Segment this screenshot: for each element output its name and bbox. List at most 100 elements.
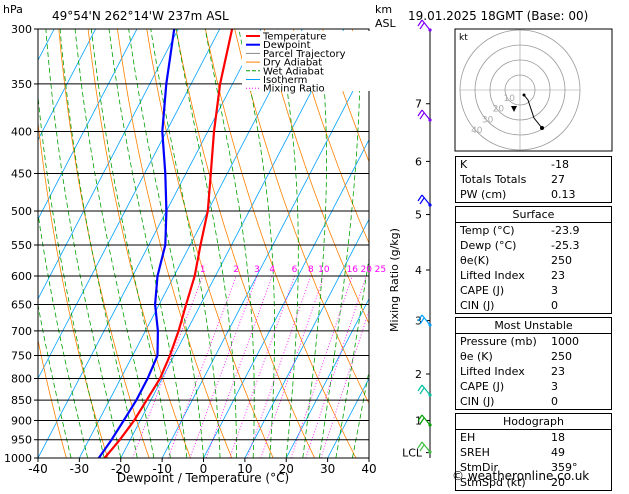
profiles bbox=[97, 29, 234, 458]
pressure-unit: hPa bbox=[3, 3, 23, 16]
isotherm-line bbox=[38, 29, 221, 380]
row-value: 1000 bbox=[551, 335, 579, 348]
legend-background bbox=[242, 31, 382, 91]
table-row: EH 18 bbox=[456, 429, 611, 445]
row-value: 18 bbox=[551, 431, 565, 444]
row-value: 27 bbox=[551, 173, 565, 186]
dry-adiabat-line bbox=[616, 29, 629, 458]
mixing-ratio-label: 1 bbox=[200, 265, 206, 275]
temperature-tick-label: 30 bbox=[320, 462, 335, 476]
row-value: -18 bbox=[551, 158, 569, 171]
mixing-ratio-line bbox=[290, 275, 353, 458]
wet-adiabat-line bbox=[352, 368, 369, 458]
legend-entry: Dry Adiabat bbox=[263, 58, 322, 69]
temperature-tick-label: -10 bbox=[152, 462, 172, 476]
row-value: 3 bbox=[551, 284, 558, 297]
wet-adiabat-line bbox=[319, 29, 361, 458]
legend-entry: Isotherm bbox=[263, 75, 307, 86]
isotherm-line bbox=[38, 29, 179, 300]
row-value: 250 bbox=[551, 350, 572, 363]
wind-barb bbox=[417, 19, 432, 32]
wind-barb bbox=[417, 314, 432, 327]
mixing-ratio-line bbox=[229, 275, 295, 458]
dry-adiabat-line bbox=[38, 338, 67, 458]
table-row: Lifted Index 23 bbox=[456, 268, 611, 283]
pressure-label: 650 bbox=[11, 299, 32, 312]
row-value: 23 bbox=[551, 269, 565, 282]
temperature-tick-label: 20 bbox=[279, 462, 294, 476]
table-row: PW (cm) 0.13 bbox=[456, 187, 611, 202]
temperature-tick-label: -30 bbox=[70, 462, 90, 476]
temperature-tick-label: -20 bbox=[111, 462, 131, 476]
wet-adiabat-line bbox=[38, 92, 105, 458]
height-tick-label: 6 bbox=[415, 155, 422, 168]
pressure-label: 550 bbox=[11, 239, 32, 252]
indices-panel: K -18 Totals Totals 27 PW (cm) 0.13 Surface T… bbox=[455, 156, 612, 494]
mixing-ratio-label: 16 bbox=[347, 265, 359, 275]
row-label: CIN (J) bbox=[460, 395, 495, 408]
wind-barb bbox=[417, 384, 432, 397]
row-label: StmDir bbox=[460, 461, 499, 474]
row-label: Lifted Index bbox=[460, 269, 525, 282]
mixing-ratio-label: 2 bbox=[233, 265, 239, 275]
dry-adiabat-line bbox=[38, 119, 109, 458]
isotherm-line bbox=[327, 377, 369, 458]
row-value: 359° bbox=[551, 461, 578, 474]
table-row: CIN (J) 0 bbox=[456, 298, 611, 313]
mixing-ratio-line bbox=[320, 309, 369, 458]
dewpoint-profile bbox=[97, 29, 176, 458]
wet-adiabat-line bbox=[74, 29, 155, 458]
x-axis-label: Dewpoint / Temperature (°C) bbox=[117, 471, 289, 485]
mixing-ratio-line bbox=[205, 275, 273, 458]
table-row: Dewp (°C) -25.3 bbox=[456, 238, 611, 253]
wind-barb bbox=[417, 194, 432, 207]
row-label: K bbox=[460, 158, 468, 171]
wet-adiabat-line bbox=[108, 29, 188, 458]
pressure-label: 300 bbox=[11, 23, 32, 36]
table-row: CAPE (J) 3 bbox=[456, 379, 611, 394]
row-value: 23 bbox=[551, 365, 565, 378]
temperature-tick-label: 10 bbox=[237, 462, 252, 476]
temperature-profile bbox=[103, 29, 234, 458]
most-unstable-box: Most Unstable Pressure (mb) 1000 θe (K) 250… bbox=[455, 317, 612, 410]
hodograph-ring-label: 40 bbox=[471, 126, 483, 136]
pressure-label: 750 bbox=[11, 349, 32, 362]
mixing-ratio-line bbox=[189, 275, 258, 458]
pressure-label: 850 bbox=[11, 394, 32, 407]
datetime-title: 19.01.2025 18GMT (Base: 00) bbox=[408, 9, 588, 23]
wet-adiabat-line bbox=[368, 456, 369, 458]
background-lines bbox=[38, 29, 629, 458]
storm-motion-marker bbox=[511, 106, 517, 112]
height-tick-label: LCL bbox=[402, 447, 423, 460]
pressure-label: 800 bbox=[11, 372, 32, 385]
wind-barbs bbox=[417, 19, 432, 454]
dry-adiabat-line bbox=[322, 29, 369, 163]
row-label: SREH bbox=[460, 446, 490, 459]
row-label: CAPE (J) bbox=[460, 380, 505, 393]
pressure-label: 350 bbox=[11, 78, 32, 91]
height-tick-label: 7 bbox=[415, 98, 422, 111]
hodograph-end-point bbox=[540, 126, 544, 130]
height-unit-asl: ASL bbox=[375, 17, 397, 30]
isotherm-line bbox=[38, 29, 262, 458]
row-value: 0 bbox=[551, 395, 558, 408]
height-tick-label: 2 bbox=[415, 368, 422, 381]
surface-title: Surface bbox=[512, 208, 555, 221]
hodograph-ring-label: 20 bbox=[493, 105, 505, 115]
hodograph-trace bbox=[523, 94, 543, 129]
mixing-ratio-line bbox=[132, 275, 204, 458]
mixing-ratio-label: 25 bbox=[375, 265, 386, 275]
hodograph-table-box: Hodograph EH 18 SREH 49 StmDir 359° StmSpd (kt… bbox=[455, 413, 612, 491]
pressure-label: 950 bbox=[11, 434, 32, 447]
row-value: -23.9 bbox=[551, 224, 580, 237]
hodograph-ring-label: 10 bbox=[503, 94, 515, 104]
most-unstable-title: Most Unstable bbox=[494, 319, 573, 332]
isotherm-line bbox=[38, 29, 138, 221]
row-value: 250 bbox=[551, 254, 572, 267]
temperature-tick-label: 0 bbox=[200, 462, 208, 476]
pressure-label: 500 bbox=[11, 205, 32, 218]
row-label: CAPE (J) bbox=[460, 284, 505, 297]
